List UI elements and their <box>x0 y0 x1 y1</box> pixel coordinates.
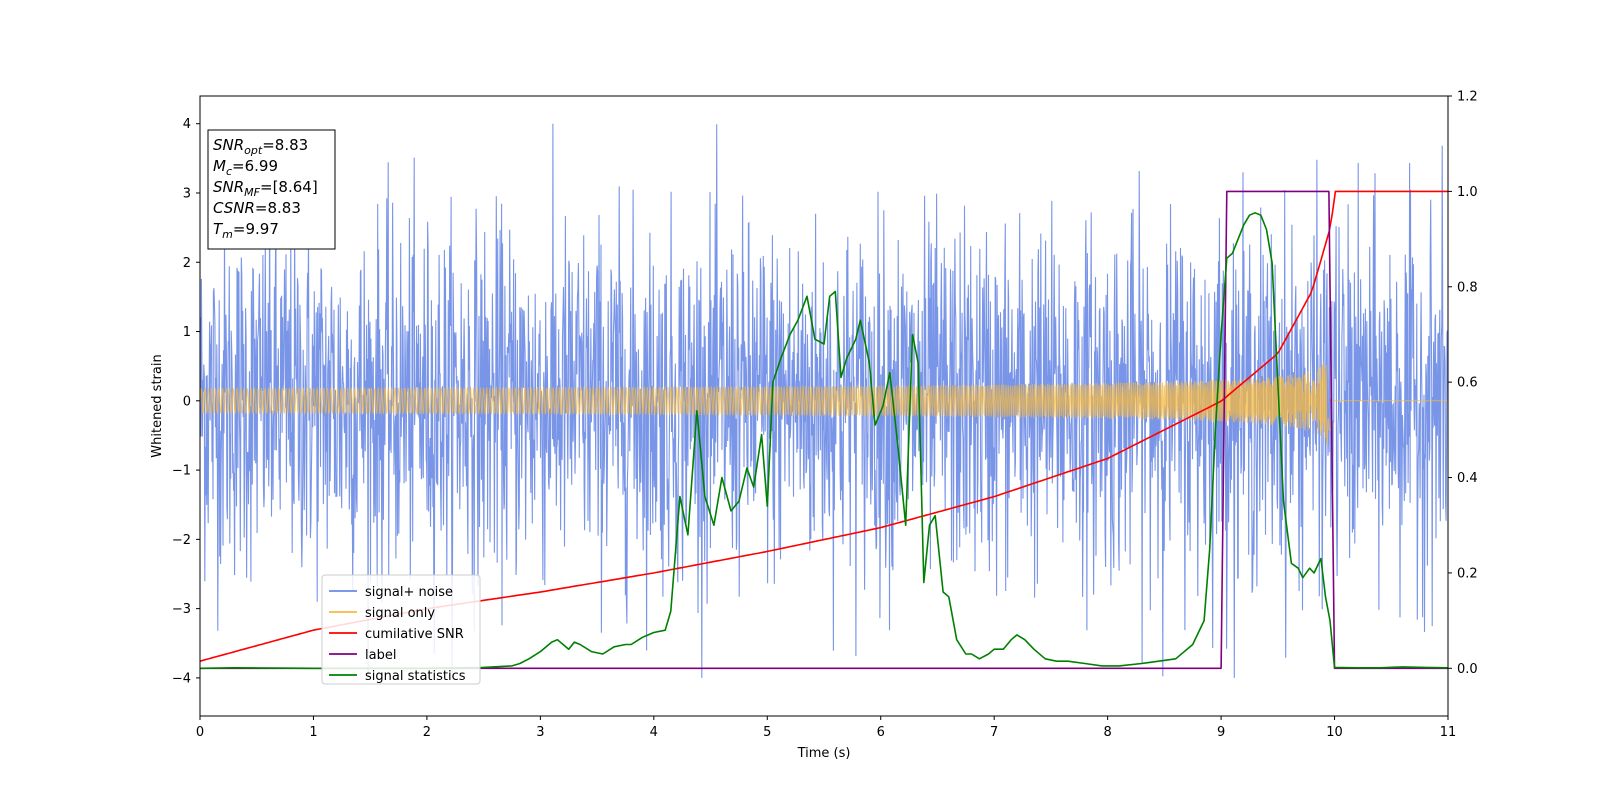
legend-label: signal only <box>365 606 435 621</box>
x-tick-label: 1 <box>309 725 317 740</box>
y-right-tick-label: 0.6 <box>1457 376 1478 391</box>
y-right-tick-label: 1.0 <box>1457 185 1478 200</box>
annotation-line: SNRopt=8.83 <box>213 136 308 157</box>
legend-label: cumilative SNR <box>365 627 464 642</box>
y-axis-right: 0.0 0.2 0.4 0.6 0.8 1.0 1.2 <box>1448 90 1478 677</box>
annotation-line: Tm=9.97 <box>213 220 279 241</box>
y-axis-left: −4 −3 −2 −1 0 1 2 3 4 <box>172 117 200 686</box>
x-tick-label: 11 <box>1440 725 1457 740</box>
x-tick-label: 0 <box>196 725 204 740</box>
annotation-frame <box>207 129 336 250</box>
y-left-tick-label: 3 <box>183 186 191 201</box>
x-tick-label: 9 <box>1217 725 1225 740</box>
x-tick-label: 6 <box>877 725 885 740</box>
legend-label: signal+ noise <box>365 585 453 600</box>
annotation-line: Mc=6.99 <box>213 157 278 178</box>
legend: signal+ noise signal only cumilative SNR la… <box>321 574 481 685</box>
y-left-tick-label: 4 <box>183 117 191 132</box>
y-axis-label: Whitened strain <box>150 354 165 457</box>
series-signal-statistics <box>200 212 1448 670</box>
x-axis-label: Time (s) <box>797 746 851 761</box>
x-tick-label: 4 <box>650 725 658 740</box>
y-right-tick-label: 0.4 <box>1457 471 1478 486</box>
x-tick-label: 2 <box>423 725 431 740</box>
series-signal-only <box>200 362 1448 445</box>
x-tick-label: 7 <box>990 725 998 740</box>
legend-label: signal statistics <box>365 669 466 684</box>
y-left-tick-label: 0 <box>183 394 191 409</box>
y-left-tick-label: 2 <box>183 256 191 271</box>
y-right-tick-label: 0.0 <box>1457 662 1478 677</box>
x-tick-label: 3 <box>536 725 544 740</box>
annotation-line: SNRMF=[8.64] <box>213 178 318 199</box>
legend-frame <box>321 574 481 685</box>
y-right-tick-label: 0.8 <box>1457 280 1478 295</box>
y-left-tick-label: −4 <box>172 671 191 686</box>
legend-label: label <box>365 648 396 663</box>
y-right-tick-label: 1.2 <box>1457 90 1478 105</box>
y-left-tick-label: 1 <box>183 325 191 340</box>
x-tick-label: 10 <box>1326 725 1343 740</box>
y-left-tick-label: −1 <box>172 464 191 479</box>
x-tick-label: 5 <box>763 725 771 740</box>
x-axis: 0 1 2 3 4 5 6 7 8 9 10 11 <box>196 716 1456 740</box>
x-tick-label: 8 <box>1103 725 1111 740</box>
y-left-tick-label: −2 <box>172 533 191 548</box>
plot-frame <box>199 95 1449 717</box>
annotation-line: CSNR=8.83 <box>213 199 301 217</box>
y-left-tick-label: −3 <box>172 602 191 617</box>
y-right-tick-label: 0.2 <box>1457 566 1478 581</box>
